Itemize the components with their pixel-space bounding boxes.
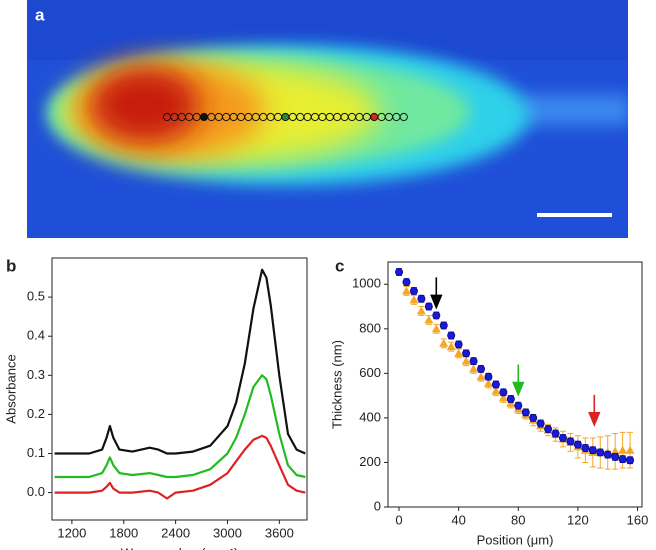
data-point: [551, 429, 560, 438]
spectrum-line: [54, 374, 306, 479]
data-point: [625, 445, 635, 454]
y-tick-label: 0: [374, 498, 381, 513]
data-point: [498, 393, 508, 402]
x-tick-label: 1200: [57, 525, 86, 540]
plot-frame: [51, 257, 308, 521]
panel-label: b: [6, 256, 16, 275]
data-point: [416, 306, 426, 315]
y-axis-title: Thickness (nm): [329, 340, 344, 429]
measurement-points: [162, 112, 408, 122]
data-point: [514, 401, 523, 410]
data-point: [454, 340, 463, 349]
data-point: [432, 311, 441, 320]
data-point: [558, 433, 567, 442]
x-axis-title: Wavenumber (cm⁻¹): [121, 545, 239, 550]
data-point: [424, 315, 434, 324]
data-point: [424, 302, 433, 311]
plot-frame: [387, 261, 643, 508]
data-point: [431, 324, 441, 333]
data-point: [544, 425, 553, 434]
data-point: [401, 286, 411, 295]
x-tick-label: 3000: [213, 525, 242, 540]
data-point: [409, 286, 418, 295]
data-point: [581, 443, 590, 452]
data-point: [566, 437, 575, 446]
x-tick-label: 120: [567, 512, 589, 527]
point-marker: [370, 112, 379, 122]
data-point: [439, 321, 448, 330]
data-point: [529, 413, 538, 422]
data-point: [536, 419, 545, 428]
heatmap-image: [27, 0, 628, 238]
x-axis-title: Position (μm): [477, 532, 554, 547]
y-tick-label: 200: [359, 454, 381, 469]
data-point: [573, 440, 582, 449]
panel-label: c: [335, 256, 344, 275]
data-point: [395, 268, 404, 277]
spectrum-line: [54, 434, 306, 500]
y-tick-label: 1000: [352, 276, 381, 291]
x-tick-label: 0: [395, 512, 402, 527]
data-point: [461, 356, 471, 365]
point-marker: [281, 112, 290, 122]
data-point: [483, 378, 493, 387]
y-tick-label: 0.0: [27, 484, 45, 499]
data-point: [446, 342, 456, 351]
x-tick-label: 80: [511, 512, 525, 527]
data-point: [618, 445, 628, 454]
arrow: [512, 364, 525, 397]
panel-label: a: [35, 5, 45, 24]
arrow: [588, 394, 601, 427]
data-point: [491, 386, 501, 395]
data-point: [611, 452, 620, 461]
data-point: [402, 278, 411, 287]
data-point: [469, 357, 478, 366]
x-tick-label: 2400: [161, 525, 190, 540]
data-point: [439, 338, 449, 347]
point-marker: [199, 112, 209, 122]
y-tick-label: 0.5: [27, 289, 45, 304]
data-point: [447, 331, 456, 340]
data-point: [596, 448, 605, 457]
data-point: [469, 364, 479, 373]
data-point: [462, 349, 471, 358]
data-point: [499, 388, 508, 397]
y-tick-label: 400: [359, 409, 381, 424]
data-point: [521, 408, 530, 417]
y-tick-label: 800: [359, 320, 381, 335]
arrow: [430, 277, 443, 310]
data-point: [603, 450, 612, 459]
y-tick-label: 600: [359, 365, 381, 380]
data-point: [610, 446, 620, 455]
data-point: [618, 455, 627, 464]
data-point: [409, 295, 419, 304]
y-tick-label: 0.3: [27, 367, 45, 382]
data-point: [477, 364, 486, 373]
data-point: [506, 394, 515, 403]
spectrum-line: [54, 268, 306, 455]
point-marker: [399, 112, 408, 122]
data-point: [454, 348, 464, 357]
data-point: [491, 380, 500, 389]
data-point: [484, 372, 493, 381]
data-point: [588, 446, 597, 455]
x-tick-label: 160: [627, 512, 649, 527]
y-axis-title: Absorbance: [3, 354, 18, 423]
y-tick-label: 0.4: [27, 328, 45, 343]
x-tick-label: 1800: [109, 525, 138, 540]
y-tick-label: 0.1: [27, 445, 45, 460]
data-point: [476, 372, 486, 381]
data-point: [417, 294, 426, 303]
data-point: [626, 456, 635, 465]
x-tick-label: 40: [451, 512, 465, 527]
x-tick-label: 3600: [265, 525, 294, 540]
y-tick-label: 0.2: [27, 406, 45, 421]
